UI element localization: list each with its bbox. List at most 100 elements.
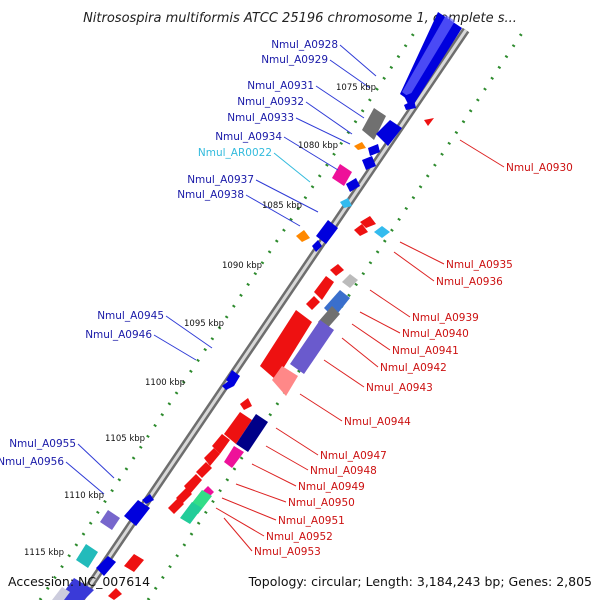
- gene-label-nmul-a0950[interactable]: Nmul_A0950: [288, 497, 355, 509]
- gene-feature: [330, 264, 344, 276]
- gene-feature: [180, 502, 202, 524]
- leader-line: [369, 289, 411, 318]
- gene-label-nmul-a0929[interactable]: Nmul_A0929: [261, 54, 328, 66]
- gene-label-nmul-a0937[interactable]: Nmul_A0937: [187, 174, 254, 186]
- gene-feature: [296, 230, 310, 242]
- gene-feature: [368, 144, 380, 156]
- gene-label-nmul-a0955[interactable]: Nmul_A0955: [9, 438, 76, 450]
- gene-feature: [316, 220, 338, 244]
- gene-block-bottom[interactable]: [52, 578, 94, 600]
- gene-feature: [224, 446, 244, 468]
- gene-label-nmul-a0938[interactable]: Nmul_A0938: [177, 189, 244, 201]
- gene-feature: [360, 216, 376, 228]
- gene-label-nmul-a0930[interactable]: Nmul_A0930: [506, 162, 573, 174]
- gene-feature: [306, 296, 320, 310]
- label-leaders: [65, 44, 505, 552]
- gene-label-nmul-a0949[interactable]: Nmul_A0949: [298, 481, 365, 493]
- gene-label-nmul-a0942[interactable]: Nmul_A0942: [380, 362, 447, 374]
- gene-feature: [222, 380, 234, 390]
- leader-line: [315, 85, 365, 119]
- gene-feature: [224, 412, 252, 444]
- leader-line: [459, 139, 505, 168]
- gene-feature: [362, 156, 376, 170]
- gene-feature: [342, 274, 358, 288]
- leader-line: [245, 194, 301, 227]
- gene-label-nmul-a0941[interactable]: Nmul_A0941: [392, 345, 459, 357]
- gene-feature: [108, 588, 122, 600]
- gene-label-nmul-a0951[interactable]: Nmul_A0951: [278, 515, 345, 527]
- leader-line: [323, 359, 365, 388]
- leader-line: [65, 461, 105, 495]
- gene-label-nmul-ar0022[interactable]: Nmul_AR0022: [198, 147, 272, 159]
- gene-feature: [142, 494, 154, 504]
- gene-feature: [354, 224, 368, 236]
- kbp-label: 1100 kbp: [145, 378, 185, 388]
- gene-label-nmul-a0953[interactable]: Nmul_A0953: [254, 546, 321, 558]
- leader-line: [251, 463, 297, 487]
- leader-line: [399, 241, 445, 265]
- gene-label-nmul-a0940[interactable]: Nmul_A0940: [402, 328, 469, 340]
- gene-label-nmul-a0948[interactable]: Nmul_A0948: [310, 465, 377, 477]
- gene-label-nmul-a0935[interactable]: Nmul_A0935: [446, 259, 513, 271]
- gene-feature: [100, 510, 120, 530]
- map-title: Nitrosospira multiformis ATCC 25196 chro…: [83, 11, 517, 26]
- gene-label-nmul-a0936[interactable]: Nmul_A0936: [436, 276, 503, 288]
- gene-label-nmul-a0932[interactable]: Nmul_A0932: [237, 96, 304, 108]
- gene-block-nmul-a0928[interactable]: [400, 12, 462, 104]
- forward-gene-labels: Nmul_A0928 Nmul_A0929 Nmul_A0931 Nmul_A0…: [0, 39, 338, 468]
- leader-line: [359, 311, 401, 334]
- leader-line: [221, 497, 277, 521]
- gene-feature: [272, 366, 298, 396]
- leader-line: [393, 251, 435, 282]
- leader-line: [351, 323, 391, 351]
- leader-line: [77, 443, 115, 479]
- gene-feature: [374, 226, 390, 238]
- leader-line: [305, 101, 353, 135]
- gene-label-nmul-a0946[interactable]: Nmul_A0946: [85, 329, 152, 341]
- leader-line: [265, 445, 309, 471]
- gene-feature: [204, 448, 220, 466]
- leader-line: [255, 179, 319, 213]
- leader-line: [215, 507, 265, 537]
- gene-label-nmul-a0944[interactable]: Nmul_A0944: [344, 416, 411, 428]
- gene-feature: [240, 398, 252, 410]
- kbp-label: 1095 kbp: [184, 319, 224, 329]
- gene-label-nmul-a0956[interactable]: Nmul_A0956: [0, 456, 64, 468]
- gene-label-nmul-a0952[interactable]: Nmul_A0952: [266, 531, 333, 543]
- gene-feature: [290, 320, 334, 374]
- kbp-label: 1110 kbp: [64, 491, 104, 501]
- accession-text: Accession: NC_007614: [8, 574, 150, 589]
- gene-features: [76, 92, 434, 600]
- gene-feature: [362, 108, 386, 140]
- gene-feature: [260, 310, 312, 380]
- gene-label-nmul-a0933[interactable]: Nmul_A0933: [227, 112, 294, 124]
- kbp-label: 1080 kbp: [298, 141, 338, 151]
- kbp-scale: 1075 kbp 1080 kbp 1085 kbp 1090 kbp 1095…: [24, 83, 376, 558]
- kbp-label: 1105 kbp: [105, 434, 145, 444]
- leader-line: [275, 427, 319, 456]
- gene-feature: [196, 462, 212, 478]
- kbp-label: 1090 kbp: [222, 261, 262, 271]
- topology-summary: Topology: circular; Length: 3,184,243 bp…: [248, 574, 592, 589]
- gene-label-nmul-a0947[interactable]: Nmul_A0947: [320, 450, 387, 462]
- gene-feature: [124, 554, 144, 572]
- leader-line: [153, 334, 197, 361]
- reverse-gene-labels: Nmul_A0930 Nmul_A0935 Nmul_A0936 Nmul_A0…: [254, 162, 573, 558]
- gene-label-nmul-a0928[interactable]: Nmul_A0928: [271, 39, 338, 51]
- gene-feature: [376, 120, 402, 146]
- gene-label-nmul-a0943[interactable]: Nmul_A0943: [366, 382, 433, 394]
- gene-label-nmul-a0945[interactable]: Nmul_A0945: [97, 310, 164, 322]
- gene-feature: [314, 276, 334, 300]
- gene-feature: [424, 118, 434, 126]
- gene-feature: [212, 434, 230, 454]
- leader-line: [295, 117, 351, 145]
- leader-line: [299, 393, 343, 422]
- gene-label-nmul-a0931[interactable]: Nmul_A0931: [247, 80, 314, 92]
- leader-line: [235, 483, 287, 503]
- gene-label-nmul-a0934[interactable]: Nmul_A0934: [215, 131, 282, 143]
- gene-label-nmul-a0939[interactable]: Nmul_A0939: [412, 312, 479, 324]
- gene-feature: [124, 500, 150, 526]
- gene-feature: [340, 198, 352, 208]
- leader-line: [329, 59, 371, 89]
